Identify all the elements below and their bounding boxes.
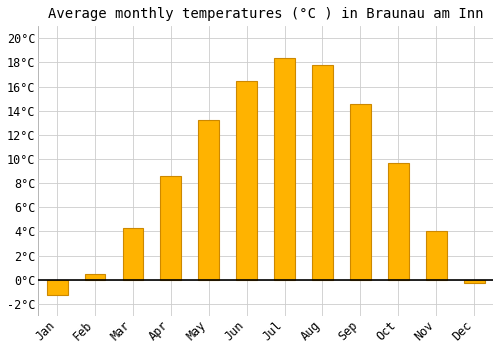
Bar xyxy=(84,274,105,280)
Bar xyxy=(426,231,446,280)
Bar xyxy=(350,104,371,280)
Bar xyxy=(198,120,219,280)
Bar xyxy=(388,163,408,280)
Bar xyxy=(464,280,484,284)
Bar xyxy=(47,280,68,295)
Bar xyxy=(122,228,144,280)
Bar xyxy=(160,176,182,280)
Bar xyxy=(312,65,333,280)
Bar xyxy=(274,58,295,280)
Bar xyxy=(236,80,257,280)
Title: Average monthly temperatures (°C ) in Braunau am Inn: Average monthly temperatures (°C ) in Br… xyxy=(48,7,484,21)
